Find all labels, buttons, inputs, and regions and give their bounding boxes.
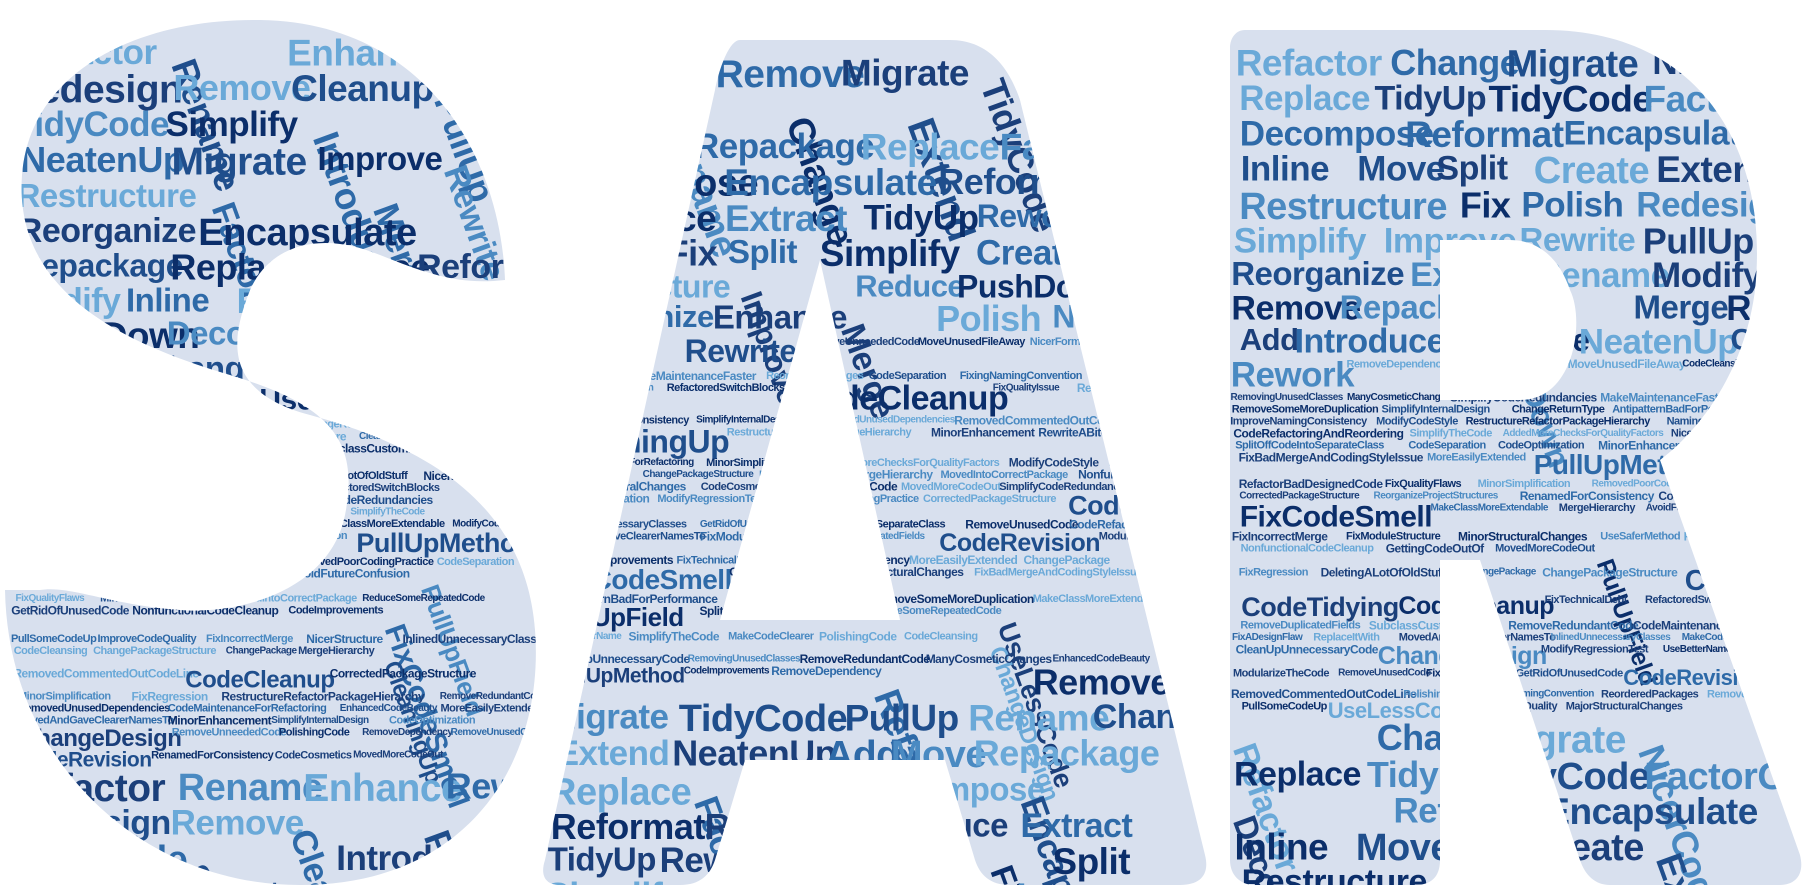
cloud-word: FixADesignFlaw	[1158, 605, 1237, 617]
cloud-word: ReorganizeProjectStructures	[175, 505, 328, 519]
cloud-word: MakeMaintenanceFaster	[195, 482, 313, 494]
cloud-word: Extend	[81, 383, 195, 422]
cloud-word: SplitOffCodeIntoSeparateClass	[21, 494, 170, 506]
cloud-word: NeatenUp	[21, 875, 194, 893]
cloud-word: Fix	[200, 383, 250, 422]
cloud-word: AddedMoreChecksForQualityFactors	[21, 482, 183, 493]
cloud-word: Create	[424, 351, 527, 389]
cloud-word: DeletingALotOfOldStuff	[1126, 415, 1229, 426]
letter-s-shape	[5, 19, 536, 885]
cloud-word: Enhance	[1460, 322, 1590, 358]
cloud-word: NicerStructure	[1758, 502, 1809, 514]
cloud-word: Inline	[542, 254, 612, 354]
cloud-word: RemoveDuplicatedFields	[179, 518, 299, 530]
cloud-word: Move	[613, 127, 698, 165]
cloud-word: ImproveNamingConsistency	[152, 556, 290, 568]
cloud-word: Fix	[1442, 862, 1489, 893]
cloud-word: ModularizeTheCode	[10, 530, 97, 541]
cloud-word: Split	[330, 350, 400, 387]
cloud-word: Inline	[883, 841, 966, 878]
cloud-word: Redesign	[1086, 183, 1175, 341]
cloud-word: RewriteABitOfCode	[18, 568, 112, 580]
cloud-word: RemoveUnneededCode	[1735, 644, 1809, 656]
cloud-word: NamingImprovements	[480, 431, 587, 443]
cloud-word: Polish	[1493, 883, 1563, 893]
cloud-word: CodeCosmetics	[1766, 490, 1809, 502]
cloud-word: SubclassCustomization	[551, 382, 654, 393]
cloud-word: FixQualityIssue	[122, 568, 196, 580]
cloud-word: MoveUnusedFileAway	[133, 431, 241, 443]
cloud-word: ReorderedPackages	[190, 417, 298, 431]
cloud-word: Modify	[1084, 198, 1188, 235]
cloud-word: SplitParameter	[402, 417, 481, 431]
cloud-word: MakeCodeClearer	[15, 419, 93, 430]
cloud-word: Rework	[423, 32, 552, 73]
cloud-word: FixRegression	[794, 605, 857, 616]
cloud-word: FixingNamingConvention	[225, 530, 348, 542]
cloud-word: ReplaceItWith	[99, 417, 172, 431]
cloud-word: Move	[256, 350, 334, 385]
cloud-word: Refactor	[546, 53, 701, 96]
cloud-word: AntipatternBadForPerformance	[12, 518, 163, 530]
cloud-word: Modify	[776, 841, 880, 878]
cloud-word: NicerCode	[322, 314, 498, 355]
cloud-word: FixADesignFlaw	[438, 386, 509, 397]
cloud-word: UseBetterName	[456, 443, 532, 455]
letter-r-shape	[1230, 30, 1802, 885]
cloud-word: Extract	[19, 350, 125, 386]
cloud-word: RemoveSomeMoreDuplication	[180, 443, 312, 454]
cloud-word: Add	[554, 127, 617, 164]
cloud-word: FixTechnicalDebt	[190, 494, 273, 506]
cloud-word: RefactorBadDesignedCode	[15, 556, 146, 568]
cloud-word: FixModuleStructure	[242, 429, 347, 443]
cloud-word: FixIncorrectMerge	[1140, 480, 1236, 494]
cloud-word: ManyCosmeticChanges	[18, 431, 133, 443]
cloud-word: ReplaceItWith	[550, 370, 610, 381]
cloud-word: PullSomeCodeUp	[1094, 370, 1180, 382]
cloud-word: Split	[1440, 826, 1510, 863]
cloud-word: NicerStructure	[1109, 457, 1179, 469]
cloud-word: ChangeReturnType	[729, 565, 832, 579]
cloud-word: TidyUp	[355, 282, 460, 318]
cloud-word: Rewrite	[437, 874, 553, 893]
cloud-word: FixQualityFlaws	[549, 469, 626, 481]
cloud-word: Polish	[237, 282, 339, 321]
cloud-word: UseSaferMethod	[759, 469, 839, 481]
cloud-word: ModifyRegressionTest	[101, 530, 209, 542]
cloud-word: RewriteABitOfCode	[1746, 543, 1809, 555]
cloud-word: Create	[699, 875, 808, 893]
cloud-word: PullUp	[552, 90, 660, 129]
cloud-word: Cleanup	[541, 354, 627, 498]
cloud-word: ReorganizeProjectStructures	[731, 593, 856, 604]
letter-a-shape	[543, 40, 1207, 885]
cloud-word: ReduceSomeRepeatedCode	[1684, 530, 1809, 544]
cloud-word: FixBadMergeAndCodingStyleIssue	[13, 506, 165, 517]
cloud-word: RefactorBadDesignedCode	[1077, 381, 1222, 395]
cloud-word: Add	[15, 383, 82, 422]
cloud-word: NeatenUp	[1035, 91, 1208, 133]
cloud-word: RemovingUnusedClasses	[12, 470, 137, 482]
cloud-word: SplitParameter	[1738, 392, 1809, 404]
cloud-word: CodeRefactoringAndReordering	[134, 470, 289, 482]
cloud-word: UseSaferMethod	[211, 568, 283, 579]
cloud-word: ImproveCodeQuality	[1117, 336, 1207, 347]
cloud-word: EnhancedCodeBeauty	[1447, 357, 1566, 371]
cloud-word: CodeTidying	[14, 441, 184, 473]
